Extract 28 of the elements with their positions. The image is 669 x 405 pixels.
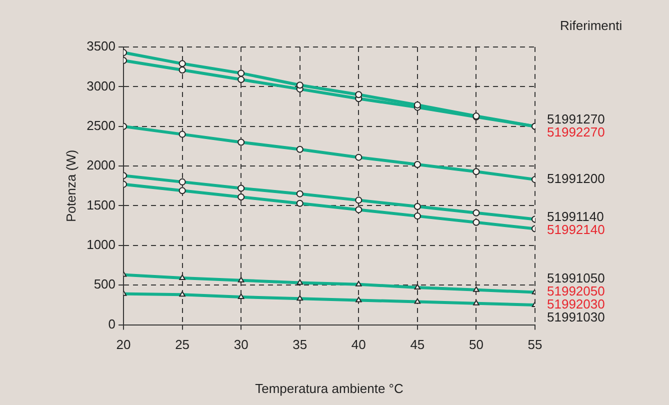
x-tick-label: 40 xyxy=(351,337,366,352)
x-tick-label: 30 xyxy=(234,337,248,352)
x-tick-label: 20 xyxy=(116,337,131,352)
annotation: 51992050 xyxy=(547,284,605,299)
y-tick-label: 0 xyxy=(108,316,116,332)
series-label: 51991050 xyxy=(547,270,605,286)
y-tick-label: 3500 xyxy=(86,38,116,54)
x-tick-label: 35 xyxy=(292,337,308,352)
x-tick-label: 45 xyxy=(410,337,425,352)
series-label: 51992270 xyxy=(547,124,605,140)
legend-title: Riferimenti xyxy=(560,18,622,33)
series-label: 51991270 xyxy=(547,111,605,126)
series-label: 51991140 xyxy=(547,209,604,224)
x-tick-label: 25 xyxy=(175,337,190,352)
series-label: 51992140 xyxy=(547,222,605,238)
x-tick-label: 55 xyxy=(528,337,542,352)
x-axis-title: Temperatura ambiente °C xyxy=(255,380,404,396)
y-tick-label: 1000 xyxy=(86,237,116,252)
y-tick-label: 1500 xyxy=(86,197,116,212)
y-axis-title: Potenza (W) xyxy=(63,150,78,222)
y-tick-label: 3000 xyxy=(86,78,116,94)
x-tick-label: 50 xyxy=(468,337,484,352)
series-label: 51992030 xyxy=(547,296,605,312)
y-tick-label: 2500 xyxy=(86,118,116,133)
series-label: 51991200 xyxy=(547,171,605,186)
y-tick-label: 500 xyxy=(94,276,116,292)
y-tick-label: 2000 xyxy=(86,158,116,173)
annotation: 51991030 xyxy=(547,310,605,325)
